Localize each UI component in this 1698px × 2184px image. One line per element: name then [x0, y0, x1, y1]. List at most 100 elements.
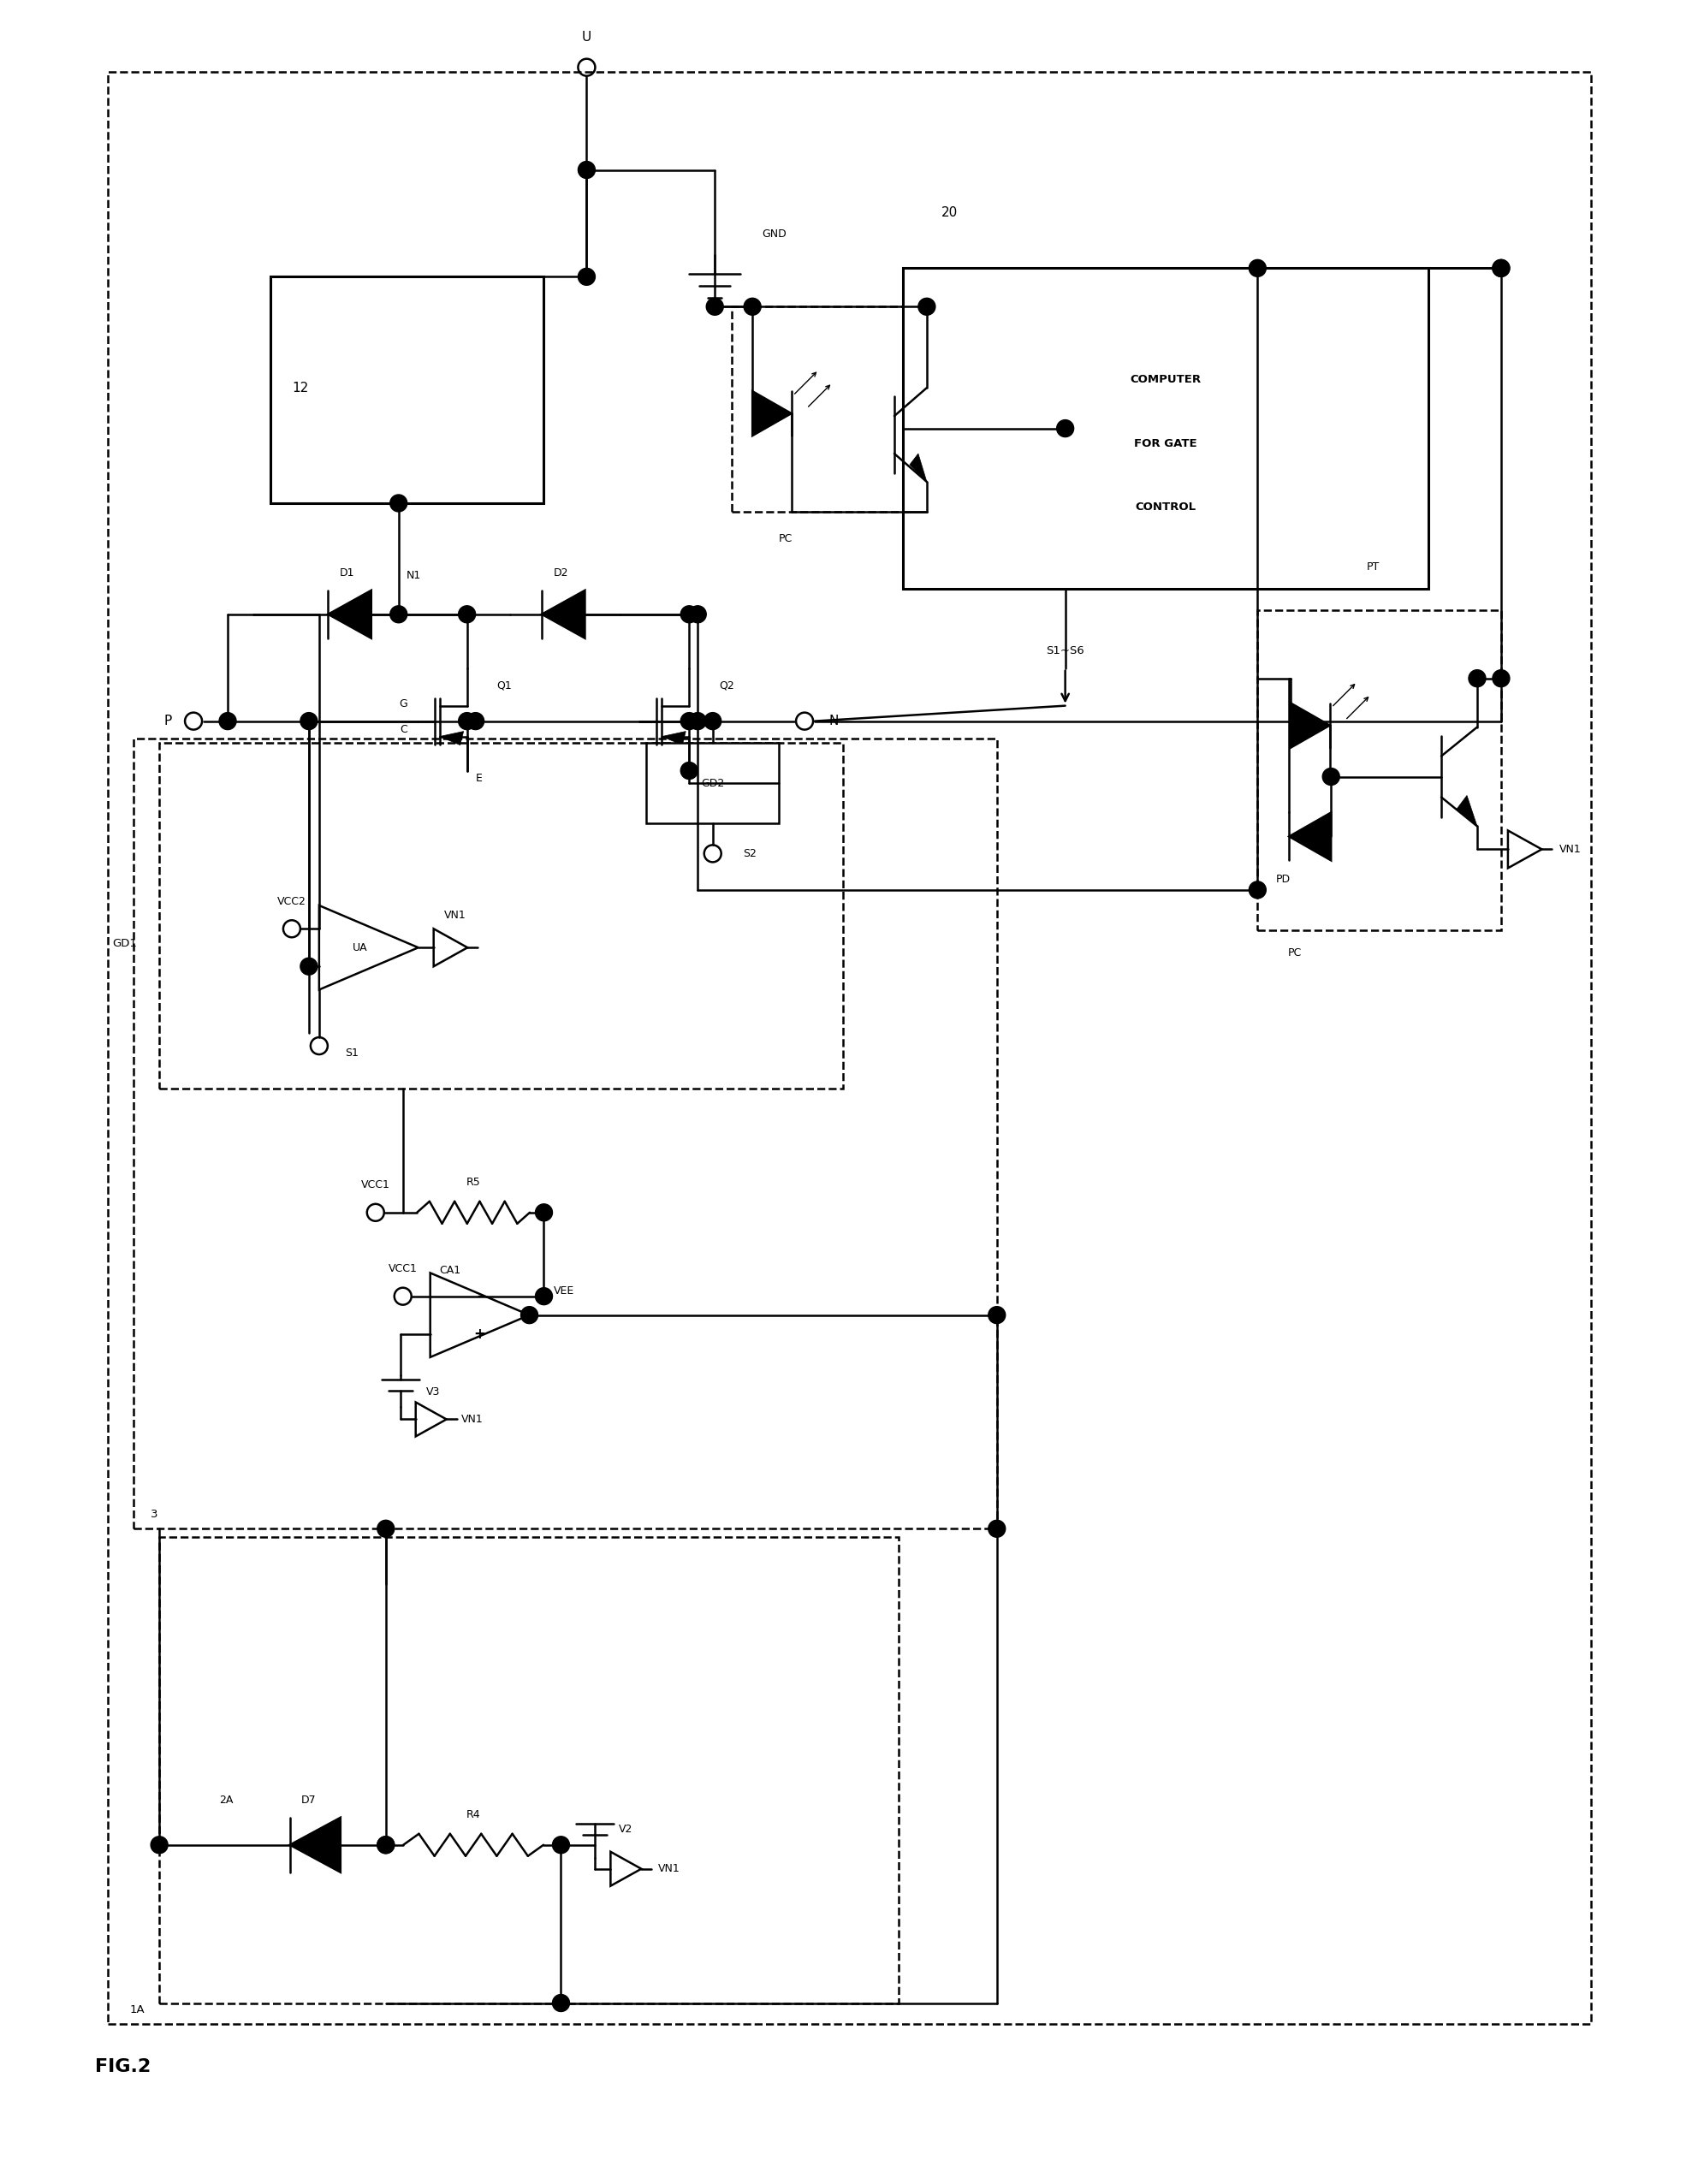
Text: GND: GND: [762, 229, 786, 240]
Circle shape: [689, 605, 706, 622]
Polygon shape: [440, 732, 464, 745]
Text: E: E: [475, 773, 482, 784]
Circle shape: [377, 1837, 394, 1854]
Text: -: -: [477, 1289, 482, 1304]
Text: 2A: 2A: [219, 1795, 233, 1806]
Bar: [134, 738, 997, 1529]
Circle shape: [681, 762, 698, 780]
Polygon shape: [1508, 830, 1542, 867]
Text: N: N: [829, 714, 839, 727]
Circle shape: [1493, 670, 1510, 688]
Text: V3: V3: [426, 1387, 440, 1398]
Text: FIG.2: FIG.2: [95, 2060, 151, 2075]
Text: VN1: VN1: [659, 1863, 681, 1874]
Polygon shape: [752, 391, 791, 435]
Polygon shape: [416, 1402, 447, 1437]
Text: 12: 12: [292, 382, 309, 395]
Text: FOR GATE: FOR GATE: [1134, 437, 1197, 450]
Circle shape: [535, 1203, 552, 1221]
Text: 3: 3: [151, 1509, 158, 1520]
Bar: [160, 1538, 898, 2003]
Circle shape: [458, 605, 475, 622]
Text: Q1: Q1: [498, 679, 513, 690]
Circle shape: [689, 712, 706, 729]
Text: Q2: Q2: [718, 679, 734, 690]
Text: D2: D2: [554, 568, 569, 579]
Bar: [270, 277, 543, 502]
Bar: [109, 72, 1591, 2025]
Text: PC: PC: [1287, 948, 1301, 959]
Text: S1~S6: S1~S6: [1046, 646, 1085, 657]
Text: GD2: GD2: [701, 778, 725, 788]
Bar: [1258, 609, 1501, 930]
Polygon shape: [910, 454, 927, 483]
Polygon shape: [662, 732, 686, 745]
Bar: [647, 743, 779, 823]
Circle shape: [219, 712, 236, 729]
Text: VN1: VN1: [460, 1413, 482, 1424]
Circle shape: [1250, 882, 1267, 898]
Text: +: +: [474, 1326, 486, 1341]
Polygon shape: [290, 1817, 341, 1872]
Polygon shape: [319, 906, 418, 989]
Text: S1: S1: [345, 1046, 358, 1059]
Circle shape: [377, 1837, 394, 1854]
Text: VCC1: VCC1: [362, 1179, 391, 1190]
Circle shape: [705, 712, 722, 729]
Text: N1: N1: [406, 570, 421, 581]
Circle shape: [1493, 260, 1510, 277]
Circle shape: [377, 1520, 394, 1538]
Circle shape: [552, 1994, 569, 2011]
Text: VCC2: VCC2: [277, 895, 306, 906]
Bar: [160, 743, 842, 1088]
Circle shape: [391, 605, 408, 622]
Circle shape: [577, 162, 596, 179]
Circle shape: [988, 1520, 1005, 1538]
Text: CONTROL: CONTROL: [1134, 502, 1195, 513]
Polygon shape: [1290, 703, 1330, 747]
Circle shape: [681, 605, 698, 622]
Text: R5: R5: [467, 1177, 481, 1188]
Circle shape: [681, 712, 698, 729]
Text: G: G: [399, 699, 408, 710]
Bar: [903, 269, 1428, 590]
Text: D7: D7: [301, 1795, 316, 1806]
Circle shape: [301, 712, 318, 729]
Polygon shape: [542, 590, 584, 638]
Text: PC: PC: [779, 533, 793, 544]
Circle shape: [521, 1306, 538, 1324]
Polygon shape: [328, 590, 372, 638]
Circle shape: [467, 712, 484, 729]
Circle shape: [1469, 670, 1486, 688]
Circle shape: [706, 297, 723, 314]
Circle shape: [535, 1289, 552, 1304]
Text: VN1: VN1: [443, 909, 465, 922]
Circle shape: [577, 269, 596, 286]
Polygon shape: [611, 1852, 642, 1887]
Text: GD1: GD1: [112, 937, 138, 948]
Text: UA: UA: [353, 941, 368, 952]
Text: 1A: 1A: [129, 2005, 144, 2016]
Circle shape: [919, 297, 936, 314]
Circle shape: [988, 1306, 1005, 1324]
Text: PT: PT: [1367, 561, 1379, 572]
Polygon shape: [433, 928, 467, 965]
Circle shape: [151, 1837, 168, 1854]
Circle shape: [1056, 419, 1073, 437]
Text: S2: S2: [742, 847, 756, 858]
Text: U: U: [582, 31, 591, 44]
Circle shape: [744, 297, 761, 314]
Text: D1: D1: [340, 568, 355, 579]
Circle shape: [1250, 260, 1267, 277]
Circle shape: [391, 494, 408, 511]
Circle shape: [1493, 260, 1510, 277]
Text: VCC1: VCC1: [389, 1262, 418, 1275]
Circle shape: [552, 1837, 569, 1854]
Text: VN1: VN1: [1559, 843, 1581, 854]
Text: PD: PD: [1275, 874, 1290, 885]
Circle shape: [301, 959, 318, 974]
Polygon shape: [430, 1273, 530, 1356]
Text: P: P: [165, 714, 171, 727]
Text: VEE: VEE: [554, 1286, 574, 1297]
Circle shape: [1323, 769, 1340, 786]
